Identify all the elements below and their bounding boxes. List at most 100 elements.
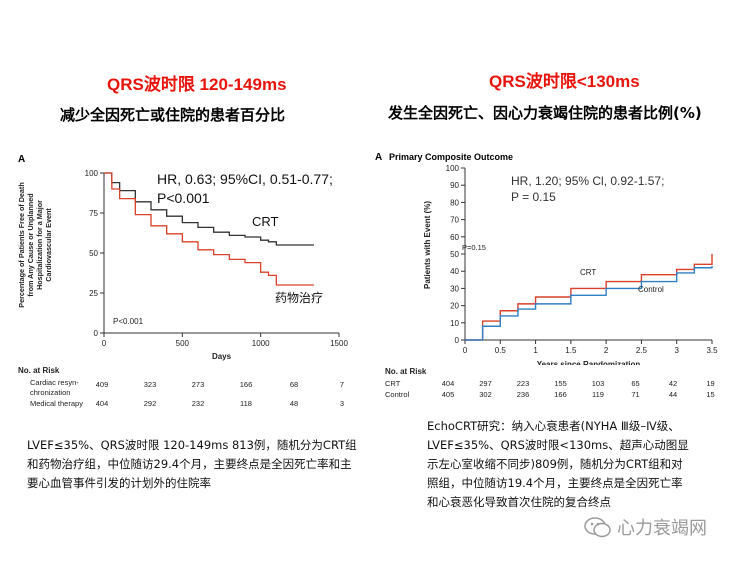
right-risk-value: 404 — [441, 379, 455, 388]
watermark: 心力衰竭网 — [583, 514, 707, 540]
left-red-title: QRS波时限 120-149ms — [107, 75, 287, 94]
right-p-annotation: P = 0.15 — [511, 190, 556, 204]
left-ylabel-line3: Hospitalization for a Major — [35, 200, 44, 290]
left-p-annotation: P<0.001 — [157, 190, 210, 206]
right-description-line-1: EchoCRT研究：纳入心衰患者(NYHA Ⅲ级–Ⅳ级、 — [427, 419, 680, 433]
watermark-text: 心力衰竭网 — [617, 518, 707, 539]
right-y-tick-label: 80 — [450, 198, 459, 207]
left-y-tick-label: 25 — [89, 289, 98, 298]
right-y-tick-label: 100 — [446, 164, 460, 173]
left-risk-value: 68 — [289, 380, 299, 389]
right-description-line-5: 和心衰恶化导致首次住院的复合终点 — [427, 495, 611, 509]
right-risk-value: 155 — [554, 379, 567, 388]
left-x-tick-label: 500 — [176, 339, 190, 348]
left-km-chart: Percentage of Patients Free of Death fro… — [17, 169, 348, 361]
left-x-tick-label: 1500 — [330, 339, 348, 348]
right-x-tick-label: 0.5 — [495, 346, 507, 355]
left-x-tick-label: 1000 — [252, 339, 270, 348]
right-x-tick-label: 1.5 — [565, 346, 577, 355]
left-subtitle: 减少全因死亡或住院的患者百分比 — [60, 106, 286, 124]
left-risk-value: 232 — [191, 399, 205, 408]
left-y-tick-label: 100 — [85, 169, 99, 178]
right-description-line-2: LVEF≤35%、QRS波时限<130ms、超声心动图显 — [427, 438, 689, 452]
right-risk-value: 15 — [706, 390, 715, 399]
left-risk-value: 3 — [339, 399, 345, 408]
left-risk-label-1a: Cardiac resyn- — [30, 378, 79, 387]
right-description-line-4: 照组，中位随访19.4个月，主要终点是全因死亡率 — [427, 476, 683, 490]
left-description: LVEF≤35%、QRS波时限 120-149ms 813例，随机分为CRT组和… — [27, 438, 357, 490]
right-series-line-crt — [465, 254, 713, 341]
right-risk-value: 42 — [668, 379, 678, 388]
right-y-tick-label: 30 — [450, 284, 459, 293]
left-risk-value: 166 — [239, 380, 253, 389]
left-risk-value: 273 — [191, 380, 205, 389]
left-ylabel-line2: from Any Cause or Unplanned — [26, 193, 35, 296]
left-risk-value: 404 — [95, 399, 109, 408]
right-x-tick-label: 2.5 — [636, 346, 648, 355]
right-x-tick-label: 2 — [604, 346, 609, 355]
left-series-line-crt — [104, 172, 314, 246]
right-hr-annotation: HR, 1.20; 95% Cl, 0.92-1.57; — [511, 174, 664, 188]
right-risk-label-2: Control — [385, 390, 410, 399]
left-ylabel: Percentage of Patients Free of Death fro… — [17, 182, 53, 307]
right-x-tick-label: 3 — [674, 346, 679, 355]
right-risk-value: 405 — [441, 390, 455, 399]
right-risk-value: 71 — [631, 390, 640, 399]
right-y-tick-label: 10 — [450, 319, 459, 328]
right-crt-label: CRT — [580, 268, 596, 277]
right-panel-title: Primary Composite Outcome — [389, 152, 514, 162]
left-risk-title: No. at Risk — [18, 366, 60, 375]
right-description-line-3: 示左心室收缩不同步)809例，随机分为CRT组和对 — [427, 457, 683, 471]
right-subtitle: 发生全因死亡、因心力衰竭住院的患者比例(%) — [388, 104, 702, 122]
left-ylabel-line1: Percentage of Patients Free of Death — [17, 182, 26, 307]
left-risk-value: 323 — [143, 380, 157, 389]
right-y-tick-label: 40 — [450, 267, 459, 276]
left-risk-label-2: Medical therapy — [30, 399, 83, 408]
right-x-tick-label: 0 — [463, 346, 468, 355]
right-y-tick-label: 70 — [450, 216, 459, 225]
left-crt-label: CRT — [252, 214, 279, 229]
right-risk-title: No. at Risk — [385, 367, 427, 376]
left-risk-value: 292 — [143, 399, 157, 408]
right-xlabel: Years since Randomization — [537, 360, 641, 365]
left-ylabel-line4: Cardiovascular Event — [44, 208, 53, 282]
right-risk-value: 103 — [591, 379, 605, 388]
right-risk-label-1: CRT — [385, 379, 401, 388]
right-y-tick-label: 90 — [450, 181, 459, 190]
left-risk-value: 118 — [240, 399, 252, 408]
right-x-tick-label: 3.5 — [706, 346, 718, 355]
left-p-inset: P<0.001 — [113, 317, 144, 326]
right-y-tick-label: 60 — [450, 233, 459, 242]
right-risk-value: 19 — [706, 379, 715, 388]
left-risk-label-1: Cardiac resyn- chronization — [30, 378, 79, 397]
right-risk-value: 166 — [554, 390, 567, 399]
right-y-tick-label: 0 — [455, 336, 460, 345]
left-panel-letter: A — [18, 154, 26, 165]
right-y-tick-label: 50 — [450, 250, 459, 259]
right-ylabel: Patients with Event (%) — [423, 201, 432, 289]
right-series-line-control — [465, 266, 713, 341]
left-series-line-medical — [104, 172, 314, 286]
right-risk-value: 236 — [516, 390, 530, 399]
right-risk-value: 223 — [516, 379, 530, 388]
left-y-tick-label: 75 — [89, 209, 98, 218]
left-y-tick-label: 50 — [89, 249, 98, 258]
right-x-tick-label: 1 — [533, 346, 538, 355]
right-risk-value: 302 — [479, 390, 492, 399]
right-control-label: Control — [638, 285, 664, 294]
right-description: EchoCRT研究：纳入心衰患者(NYHA Ⅲ级–Ⅳ级、 LVEF≤35%、QR… — [427, 417, 737, 512]
right-p-inset: P=0.15 — [462, 243, 486, 252]
right-event-chart: Patients with Event (%) 0102030405060708… — [423, 164, 718, 365]
right-red-title: QRS波时限<130ms — [489, 72, 640, 91]
left-risk-label-1b: chronization — [30, 387, 71, 397]
right-risk-value: 119 — [592, 390, 604, 399]
right-risk-value: 44 — [668, 390, 678, 399]
left-y-tick-label: 0 — [94, 329, 99, 338]
left-risk-value: 7 — [339, 380, 345, 389]
left-hr-annotation: HR, 0.63; 95%CI, 0.51-0.77; — [157, 171, 333, 187]
left-risk-value: 48 — [289, 399, 299, 408]
wechat-icon — [584, 517, 611, 538]
right-risk-value: 297 — [479, 379, 492, 388]
left-medical-label: 药物治疗 — [275, 291, 323, 305]
right-y-tick-label: 20 — [450, 302, 459, 311]
